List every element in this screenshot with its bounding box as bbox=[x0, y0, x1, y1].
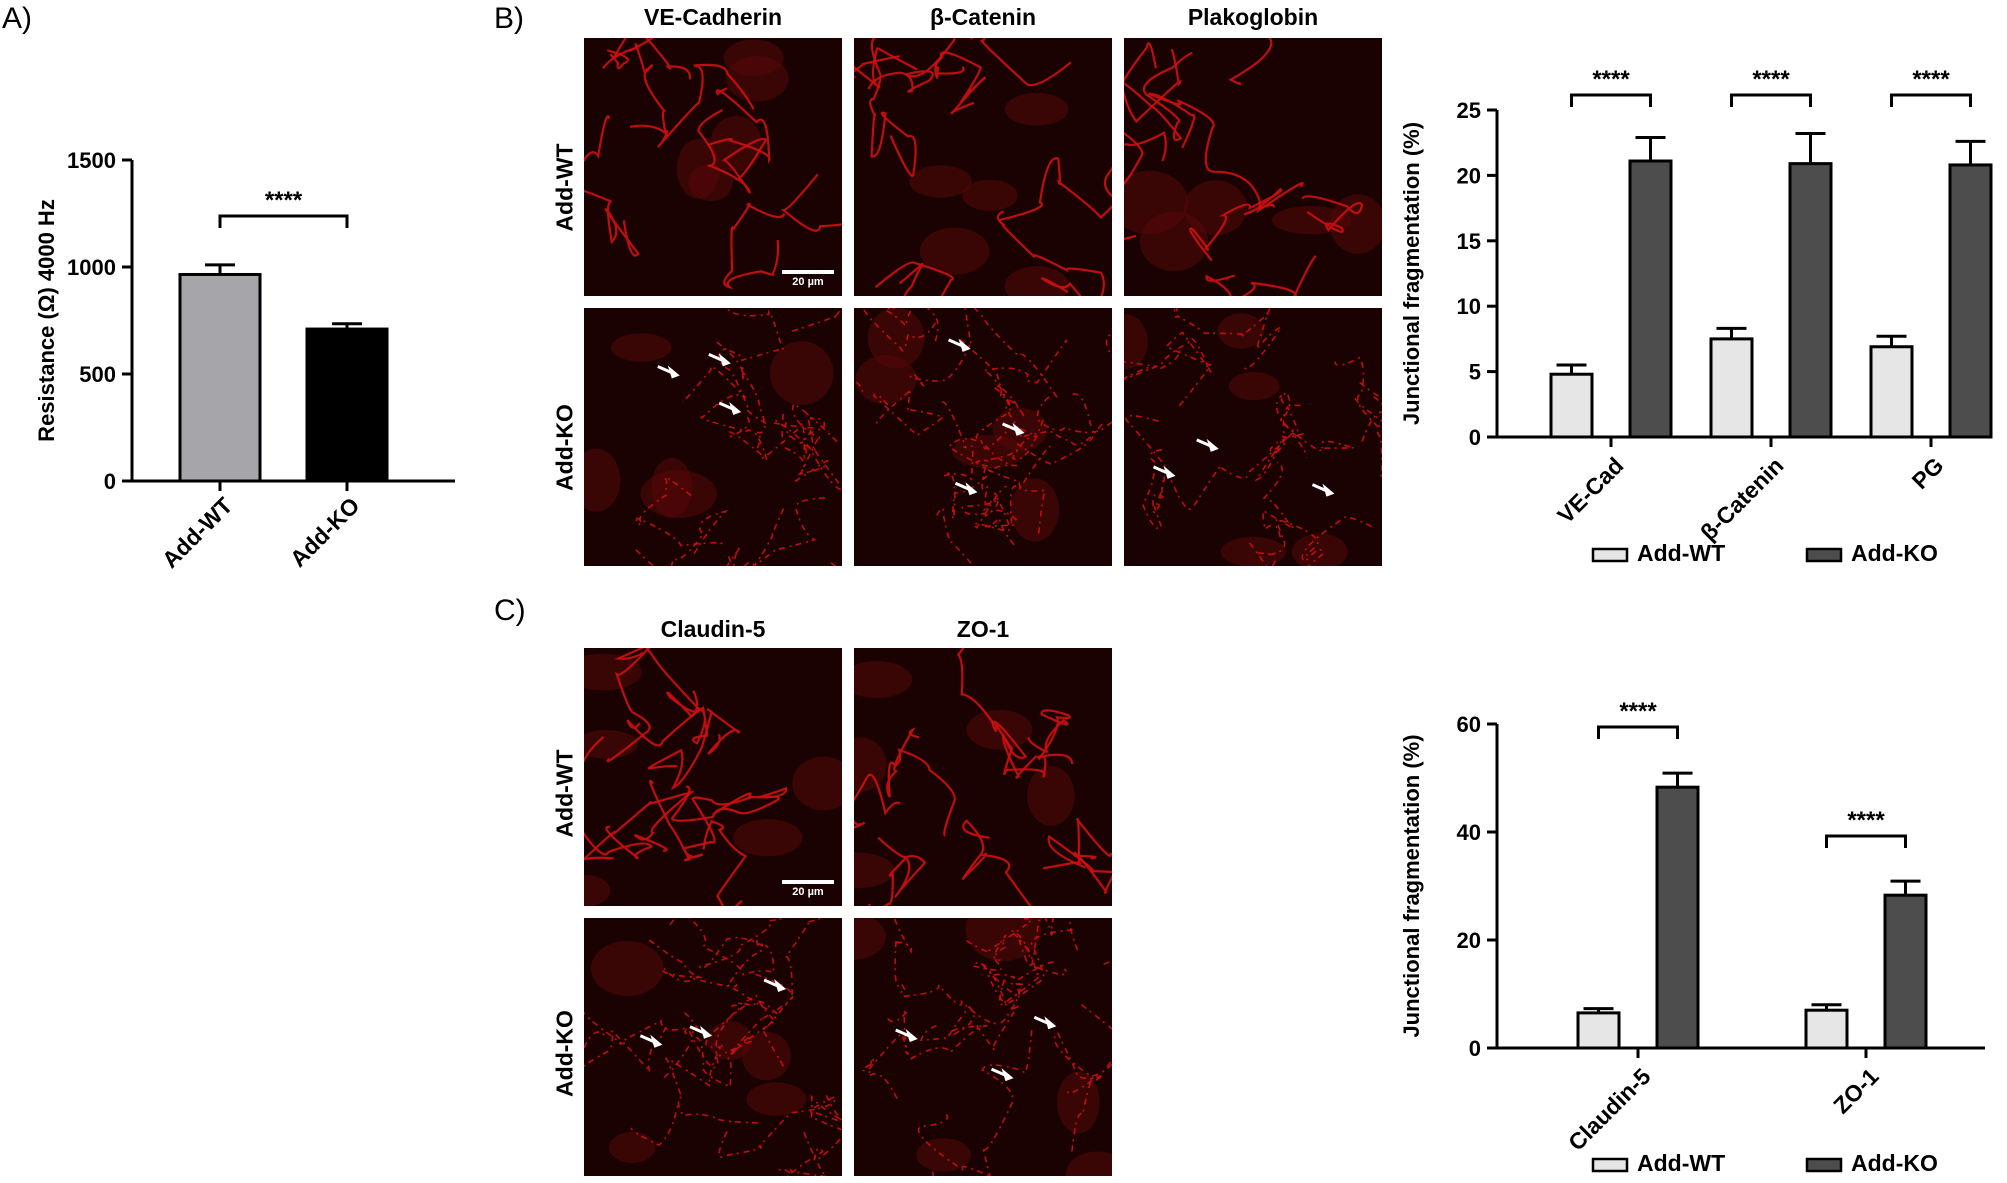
x-tick-label: PG bbox=[1907, 452, 1949, 494]
micrograph-image bbox=[854, 918, 1112, 1176]
bar bbox=[1549, 372, 1594, 439]
y-axis-label: Junctional fragmentation (%) bbox=[1399, 734, 1424, 1037]
legend-item: Add-KO bbox=[1805, 1150, 1938, 1176]
bar bbox=[1948, 163, 1993, 439]
micrograph-c-col-title: Claudin-5 bbox=[660, 616, 766, 642]
micrograph-image bbox=[584, 918, 842, 1176]
micrograph-image bbox=[854, 648, 1112, 906]
y-tick-label: 500 bbox=[79, 362, 116, 387]
y-tick-label: 60 bbox=[1457, 712, 1481, 737]
scale-bar-label: 20 µm bbox=[792, 276, 824, 288]
y-tick-label: 20 bbox=[1457, 163, 1481, 188]
significance-label: **** bbox=[1847, 807, 1885, 834]
micrograph-b-col-title: VE-Cadherin bbox=[643, 4, 783, 30]
bar bbox=[1655, 785, 1700, 1050]
arrow-icon bbox=[1152, 465, 1176, 479]
arrow-icon bbox=[718, 401, 742, 415]
micrograph-b-col-title: Plakoglobin bbox=[1187, 4, 1319, 30]
x-tick-label: Add-WT bbox=[157, 492, 238, 573]
x-tick-label: Claudin-5 bbox=[1563, 1063, 1656, 1156]
bar bbox=[1883, 893, 1928, 1050]
significance-label: **** bbox=[265, 187, 303, 214]
scale-bar bbox=[782, 880, 834, 884]
micrograph-image bbox=[1124, 38, 1382, 296]
significance-bracket bbox=[1825, 834, 1907, 848]
y-tick-label: 15 bbox=[1457, 229, 1481, 254]
arrow-icon bbox=[895, 1028, 918, 1042]
arrow-icon bbox=[708, 353, 731, 367]
bar bbox=[305, 327, 389, 483]
micrograph-image bbox=[584, 38, 842, 296]
legend-label: Add-WT bbox=[1637, 540, 1725, 566]
bar bbox=[1869, 345, 1914, 439]
legend-item: Add-WT bbox=[1591, 1150, 1725, 1176]
arrow-icon bbox=[948, 338, 971, 352]
arrow-icon bbox=[1001, 422, 1025, 436]
panel-label-c: C) bbox=[494, 594, 526, 627]
significance-bracket bbox=[1597, 725, 1679, 739]
significance-bracket bbox=[1570, 93, 1652, 107]
legend-label: Add-KO bbox=[1851, 540, 1938, 566]
arrow-icon bbox=[1311, 483, 1335, 497]
legend-swatch bbox=[1805, 1157, 1843, 1173]
micrograph-b-col-title: β-Catenin bbox=[929, 4, 1037, 30]
arrow-icon bbox=[954, 481, 978, 496]
x-tick-label: VE-Cad bbox=[1552, 452, 1628, 528]
arrow-icon bbox=[1033, 1015, 1057, 1030]
x-tick-label: ZO-1 bbox=[1828, 1063, 1884, 1119]
y-tick-label: 25 bbox=[1457, 98, 1481, 123]
panel-label-a: A) bbox=[2, 2, 32, 35]
significance-label: **** bbox=[1912, 66, 1950, 93]
bar bbox=[1709, 337, 1754, 439]
y-axis-label: Junctional fragmentation (%) bbox=[1399, 122, 1424, 425]
y-tick-label: 0 bbox=[1469, 425, 1481, 450]
legend-label: Add-KO bbox=[1851, 1150, 1938, 1176]
arrow-icon bbox=[763, 978, 787, 993]
significance-bracket bbox=[1890, 93, 1972, 107]
arrow-icon bbox=[657, 365, 680, 379]
scale-bar-label: 20 µm bbox=[792, 886, 824, 898]
significance-bracket bbox=[1730, 93, 1812, 107]
x-tick-label: β-Catenin bbox=[1695, 452, 1788, 545]
bar bbox=[1788, 162, 1833, 439]
legend-item: Add-KO bbox=[1805, 540, 1938, 566]
arrow-icon bbox=[639, 1034, 663, 1048]
bar bbox=[1804, 1008, 1849, 1050]
panel-label-b: B) bbox=[494, 2, 524, 35]
y-tick-label: 20 bbox=[1457, 928, 1481, 953]
significance-label: **** bbox=[1619, 698, 1657, 725]
micrograph-image bbox=[854, 38, 1112, 296]
legend-swatch bbox=[1591, 1157, 1629, 1173]
y-tick-label: 0 bbox=[104, 469, 116, 494]
y-tick-label: 10 bbox=[1457, 294, 1481, 319]
x-tick-label: Add-KO bbox=[285, 492, 365, 572]
micrograph-image bbox=[854, 308, 1112, 566]
significance-label: **** bbox=[1752, 66, 1790, 93]
micrograph-image bbox=[584, 648, 842, 906]
bar bbox=[1576, 1011, 1621, 1050]
micrograph-image bbox=[584, 308, 842, 566]
bar bbox=[178, 272, 262, 483]
micrograph-image bbox=[1124, 308, 1382, 566]
y-tick-label: 1500 bbox=[67, 148, 116, 173]
bar bbox=[1628, 159, 1673, 439]
y-tick-label: 5 bbox=[1469, 360, 1481, 385]
significance-bracket bbox=[218, 214, 349, 228]
y-tick-label: 1000 bbox=[67, 255, 116, 280]
arrow-icon bbox=[1196, 438, 1219, 452]
y-tick-label: 40 bbox=[1457, 820, 1481, 845]
legend-item: Add-WT bbox=[1591, 540, 1725, 566]
y-tick-label: 0 bbox=[1469, 1036, 1481, 1061]
scale-bar bbox=[782, 270, 834, 274]
micrograph-c-col-title: ZO-1 bbox=[956, 616, 1010, 642]
y-axis-label: Resistance (Ω) 4000 Hz bbox=[34, 199, 59, 442]
legend-swatch bbox=[1591, 547, 1629, 563]
arrow-icon bbox=[689, 1025, 713, 1039]
legend-label: Add-WT bbox=[1637, 1150, 1725, 1176]
significance-label: **** bbox=[1592, 66, 1630, 93]
legend-swatch bbox=[1805, 547, 1843, 563]
arrow-icon bbox=[990, 1067, 1014, 1082]
